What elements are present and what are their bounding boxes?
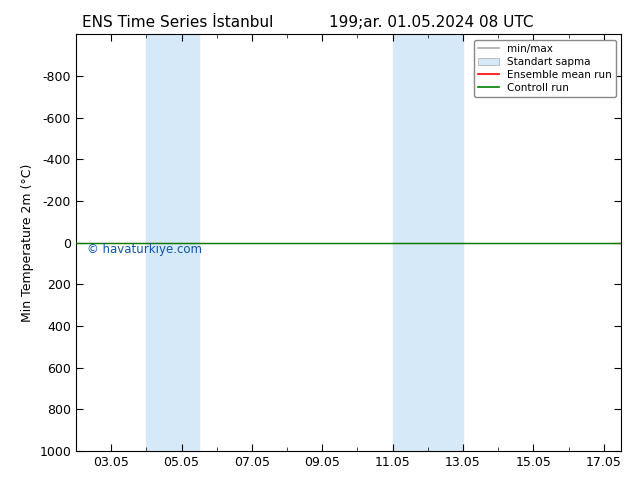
Text: © havaturkiye.com: © havaturkiye.com	[87, 243, 202, 256]
Text: 199;ar. 01.05.2024 08 UTC: 199;ar. 01.05.2024 08 UTC	[329, 15, 533, 30]
Bar	[146, 34, 199, 451]
Y-axis label: Min Temperature 2m (°C): Min Temperature 2m (°C)	[21, 163, 34, 322]
Legend: min/max, Standart sapma, Ensemble mean run, Controll run: min/max, Standart sapma, Ensemble mean r…	[474, 40, 616, 97]
Text: ENS Time Series İstanbul: ENS Time Series İstanbul	[82, 15, 273, 30]
Bar	[392, 34, 463, 451]
